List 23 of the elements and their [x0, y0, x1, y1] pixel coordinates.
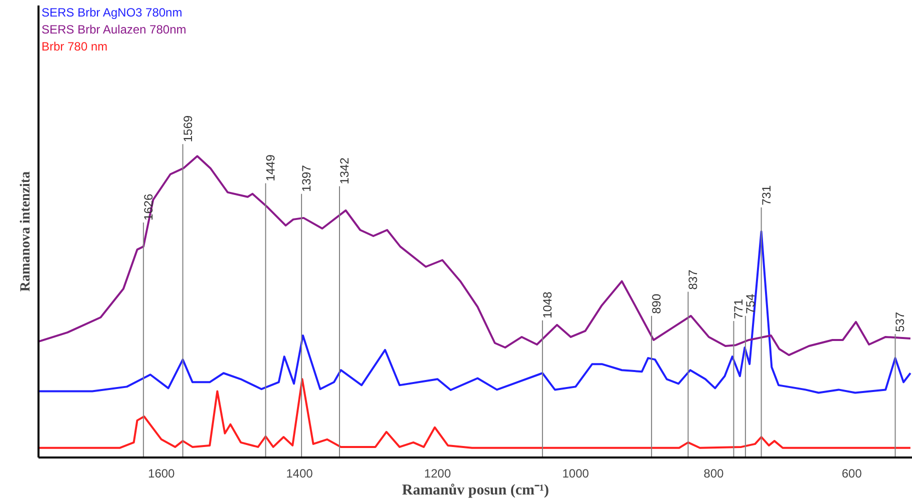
ref-line-label: 837 [686, 269, 700, 290]
x-tick-label: 1400 [286, 466, 314, 480]
text: Brbr 780 nm [42, 40, 108, 54]
x-axis-title: Ramanův posun (cm⁻¹) [402, 482, 550, 498]
ref-line-label: 1569 [180, 115, 195, 142]
text: SERS Brbr AgNO3 780nm [42, 6, 182, 20]
y-axis-title: Ramanova intenzita [18, 171, 34, 292]
x-tick-label: 1600 [148, 466, 176, 480]
ref-line-label: 771 [732, 298, 746, 319]
ref-line-label: 1397 [300, 164, 314, 192]
ref-line-label: 754 [743, 294, 758, 314]
ref-line-label: 1048 [540, 291, 554, 318]
x-tick-label: 800 [704, 466, 724, 480]
x-tick-label: 1000 [562, 466, 590, 480]
x-tick-label: 600 [842, 466, 862, 480]
text: SERS Brbr Aulazen 780nm [42, 22, 186, 36]
ref-line-label: 890 [650, 294, 664, 314]
ref-line-label: 1449 [264, 154, 278, 182]
ref-line-label: 1626 [141, 193, 156, 220]
ref-line-label: 1342 [338, 157, 352, 184]
ref-line-label: 731 [759, 185, 774, 206]
x-tick-label: 1200 [424, 466, 452, 480]
ref-line-label: 537 [893, 312, 908, 332]
